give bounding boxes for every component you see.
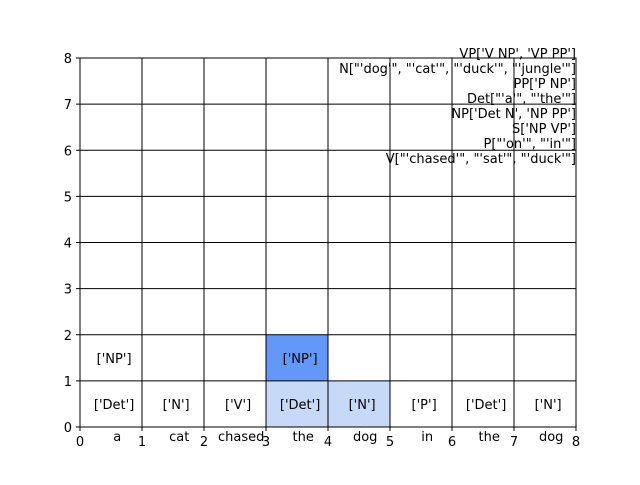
highlight-cells xyxy=(266,334,390,427)
x-tick-label: 0 xyxy=(76,435,84,450)
word-label: the xyxy=(479,430,500,445)
x-tick-label: 7 xyxy=(510,435,518,450)
highlight-cell-light xyxy=(266,380,328,427)
highlight-cell-dark xyxy=(266,334,328,381)
cell-label: ['Det'] xyxy=(94,398,134,413)
grammar-rule: N["'dog'", "'cat'", "'duck'", "'jungle'"… xyxy=(339,62,576,77)
y-tick-label: 5 xyxy=(64,190,72,205)
grammar-rule: PP['P NP'] xyxy=(513,77,576,92)
x-tick-label: 1 xyxy=(138,435,146,450)
y-tick-label: 0 xyxy=(64,421,72,436)
cell-label: ['V'] xyxy=(225,398,251,413)
sentence-words: a cat chased the dog in the dog xyxy=(113,430,563,445)
x-tick-label: 8 xyxy=(572,435,580,450)
y-tick-label: 4 xyxy=(64,237,72,252)
x-tick-label: 3 xyxy=(262,435,270,450)
x-tick-label: 6 xyxy=(448,435,456,450)
word-label: chased xyxy=(218,430,264,445)
x-tick-label: 4 xyxy=(324,435,332,450)
grammar-rule: NP['Det N', 'NP PP'] xyxy=(451,107,576,122)
y-tick-label: 1 xyxy=(64,375,72,390)
y-tick-label: 6 xyxy=(64,144,72,159)
highlight-cell-light xyxy=(328,380,390,427)
cell-label: ['NP'] xyxy=(97,352,132,367)
grammar-rule: Det["'a'", "'the'"] xyxy=(467,92,576,107)
x-tick-label: 5 xyxy=(386,435,394,450)
y-tick-label: 7 xyxy=(64,98,72,113)
word-label: dog xyxy=(353,430,377,445)
cell-label: ['N'] xyxy=(349,398,376,413)
grammar-rule: VP['V NP', 'VP PP'] xyxy=(459,47,576,62)
word-label: in xyxy=(421,430,433,445)
word-label: cat xyxy=(169,430,189,445)
grammar-rules: VP['V NP', 'VP PP']N["'dog'", "'cat'", "… xyxy=(339,47,576,167)
x-tick-label: 2 xyxy=(200,435,208,450)
word-label: dog xyxy=(539,430,563,445)
word-label: the xyxy=(293,430,314,445)
cell-label: ['NP'] xyxy=(283,352,318,367)
cell-label: ['Det'] xyxy=(280,398,320,413)
axis-ticks: 0 1 2 3 4 5 6 7 8 0 1 2 3 4 5 6 7 8 xyxy=(64,52,580,450)
cell-label: ['Det'] xyxy=(466,398,506,413)
cell-label: ['N'] xyxy=(163,398,190,413)
cell-labels: ['Det'] ['N'] ['V'] ['Det'] ['N'] ['P'] ['Det'… xyxy=(94,352,562,413)
grammar-rule: S['NP VP'] xyxy=(512,122,576,137)
y-tick-label: 3 xyxy=(64,283,72,298)
cell-label: ['N'] xyxy=(535,398,562,413)
word-label: a xyxy=(113,430,121,445)
grammar-rule: V["'chased'", "'sat'", "'duck'"] xyxy=(386,152,576,167)
y-tick-label: 2 xyxy=(64,329,72,344)
grammar-rule: P["'on'", "'in'"] xyxy=(483,137,576,152)
cell-label: ['P'] xyxy=(412,398,437,413)
y-tick-label: 8 xyxy=(64,52,72,67)
